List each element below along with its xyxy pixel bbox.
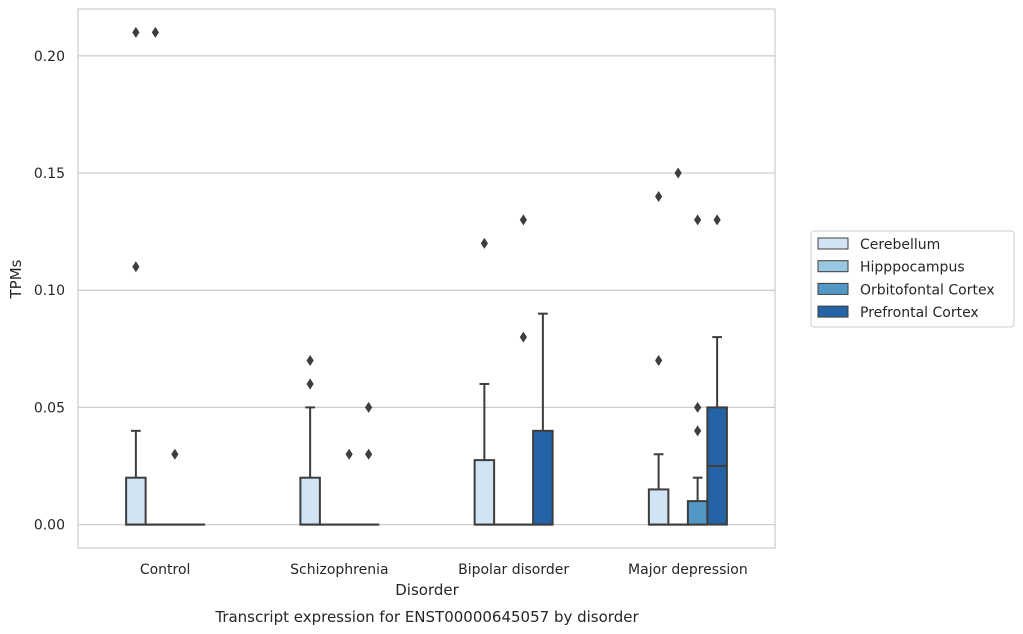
x-tick-label: Bipolar disorder (458, 562, 569, 578)
box-body (125, 476, 147, 526)
outlier-point (674, 167, 682, 179)
box-cerebellum (473, 237, 496, 526)
legend-swatch (817, 260, 849, 273)
outlier-point (171, 448, 179, 460)
box-body (299, 476, 321, 526)
box-body (473, 459, 496, 526)
box-body (647, 488, 670, 526)
outlier-point (480, 237, 488, 249)
outlier-point (151, 26, 159, 38)
outlier-point (694, 425, 702, 437)
outlier-point (655, 355, 663, 367)
x-axis-title: Disorder (395, 581, 459, 599)
box-prefrontal-cortex (532, 312, 554, 526)
legend-label: Cerebellum (860, 237, 940, 253)
outlier-point (694, 401, 702, 413)
box-cerebellum (299, 355, 321, 526)
box-marks (125, 26, 728, 526)
outlier-point (713, 214, 721, 226)
outlier-point (365, 448, 373, 460)
legend: Cerebellum Hipppocampus Orbitofontal Corte… (810, 230, 1015, 328)
x-tick-label: Schizophrenia (290, 562, 388, 578)
outlier-point (345, 448, 353, 460)
outlier-point (306, 378, 314, 390)
x-tick-label: Major depression (628, 562, 748, 578)
outlier-point (655, 190, 663, 202)
y-axis-title: TPMs (7, 259, 25, 299)
box-body (686, 500, 709, 526)
box-body (532, 429, 554, 526)
box-hipppocampus (144, 26, 167, 526)
box-orbitofontal-cortex (338, 448, 360, 526)
box-cerebellum (647, 190, 670, 526)
box-prefrontal-cortex (357, 401, 380, 526)
outlier-point (132, 26, 140, 38)
box-cerebellum (125, 26, 147, 526)
outlier-point (519, 331, 527, 343)
box-orbitofontal-cortex (686, 214, 709, 526)
box-hipppocampus (667, 167, 689, 526)
box-orbitofontal-cortex (164, 448, 186, 526)
outlier-point (365, 401, 373, 413)
outlier-point (694, 214, 702, 226)
y-tick-label: 0.10 (34, 283, 65, 299)
legend-label: Hipppocampus (860, 260, 965, 276)
legend-swatch (817, 305, 849, 318)
x-tick-labels: Control Schizophrenia Bipolar disorder Majo… (140, 562, 748, 578)
plot-frame (77, 8, 776, 549)
outlier-point (132, 261, 140, 273)
box-orbitofontal-cortex (512, 214, 535, 526)
x-tick-label: Control (140, 562, 191, 578)
y-tick-label: 0.00 (34, 518, 65, 534)
legend-swatch (817, 237, 849, 250)
y-tick-labels: 0.00 0.05 0.10 0.15 0.20 (34, 49, 65, 534)
y-tick-label: 0.15 (34, 166, 65, 182)
outlier-point (306, 355, 314, 367)
legend-label: Orbitofontal Cortex (860, 282, 995, 298)
legend-frame (810, 230, 1015, 328)
legend-label: Prefrontal Cortex (860, 305, 979, 321)
legend-items: Cerebellum Hipppocampus Orbitofontal Corte… (817, 237, 995, 321)
grid-lines (78, 55, 775, 526)
chart-caption: Transcript expression for ENST0000064505… (214, 608, 639, 626)
outlier-point (519, 214, 527, 226)
y-tick-label: 0.20 (34, 49, 65, 65)
y-tick-label: 0.05 (34, 400, 65, 416)
legend-swatch (817, 282, 849, 295)
box-prefrontal-cortex (706, 214, 728, 526)
